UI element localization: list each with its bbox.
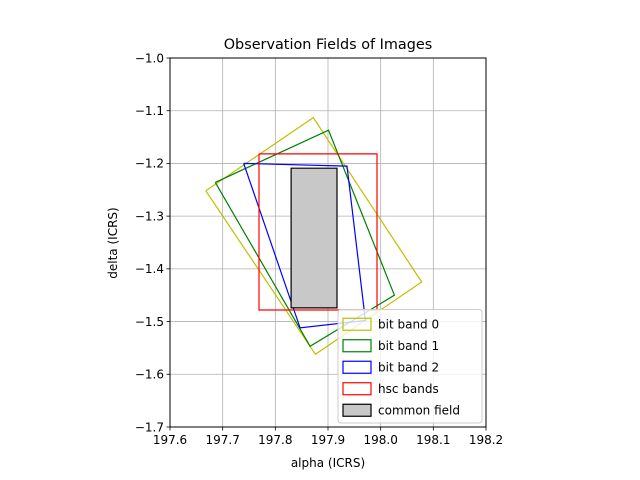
legend-swatch-bit-band-2: [342, 360, 372, 374]
y-tick-label: −1.5: [135, 315, 164, 329]
legend-swatch-bit-band-0: [342, 317, 372, 331]
legend-label: bit band 1: [378, 339, 439, 353]
legend-label: common field: [378, 404, 460, 418]
y-tick-label: −1.6: [135, 368, 164, 382]
y-axis-label: delta (ICRS): [106, 207, 120, 278]
y-ticks: −1.7 −1.6 −1.5 −1.4 −1.3 −1.2 −1.1 −1.0: [135, 51, 170, 434]
x-tick-label: 197.8: [258, 433, 292, 447]
y-tick-label: −1.2: [135, 157, 164, 171]
x-tick-label: 198.1: [416, 433, 450, 447]
y-tick-label: −1.4: [135, 262, 164, 276]
series-bit-band-0: [205, 116, 423, 356]
legend-label: bit band 0: [378, 318, 439, 332]
y-tick-label: −1.3: [135, 209, 164, 223]
legend-swatch-hsc-bands: [342, 382, 372, 396]
y-tick-label: −1.0: [135, 51, 164, 65]
x-tick-label: 198.2: [469, 433, 503, 447]
x-tick-label: 197.9: [311, 433, 345, 447]
x-axis-label: alpha (ICRS): [291, 456, 365, 470]
legend-swatch-bit-band-1: [342, 339, 372, 353]
legend-swatch-common-field: [342, 403, 372, 417]
y-tick-label: −1.1: [135, 104, 164, 118]
x-ticks: 197.6 197.7 197.8 197.9 198.0 198.1 198.2: [153, 427, 503, 447]
series-bit-band-1: [214, 129, 396, 348]
x-tick-label: 197.7: [205, 433, 239, 447]
chart-title: Observation Fields of Images: [224, 37, 433, 53]
legend-label: bit band 2: [378, 361, 439, 375]
series-common-field: [290, 167, 338, 309]
x-tick-label: 198.0: [363, 433, 397, 447]
y-tick-label: −1.7: [135, 420, 164, 434]
legend-label: hsc bands: [378, 382, 439, 396]
x-tick-label: 197.6: [153, 433, 187, 447]
legend: bit band 0 bit band 1 bit band 2 hsc bands c…: [337, 309, 483, 424]
legend-box: [337, 309, 483, 424]
